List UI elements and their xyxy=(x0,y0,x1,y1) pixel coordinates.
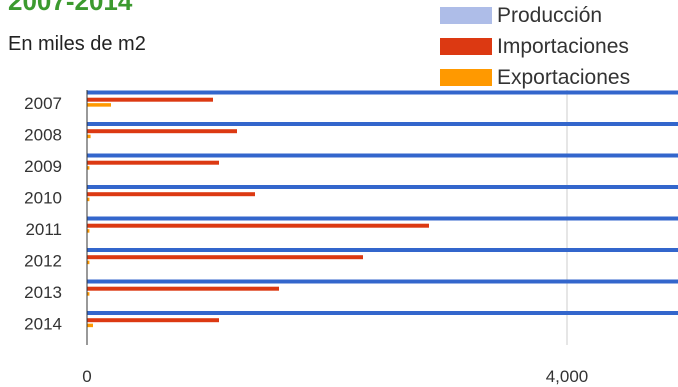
bar-2012-importaciones xyxy=(87,255,363,260)
legend-label-exportaciones: Exportaciones xyxy=(497,66,631,89)
bar-2011-producción xyxy=(87,216,678,221)
x-tick-label: 4,000 xyxy=(546,367,589,386)
legend-label-produccion: Producción xyxy=(497,4,603,27)
bar-2011-exportaciones xyxy=(87,229,90,233)
y-tick-label: 2007 xyxy=(24,94,62,113)
y-tick-label: 2013 xyxy=(24,283,62,302)
bar-2009-exportaciones xyxy=(87,166,90,170)
bar-2009-producción xyxy=(87,153,678,158)
bar-2008-exportaciones xyxy=(87,134,91,139)
bar-2008-producción xyxy=(87,122,678,126)
bar-2010-exportaciones xyxy=(87,197,90,202)
y-tick-label: 2008 xyxy=(24,126,62,145)
bar-2013-exportaciones xyxy=(87,292,90,296)
chart-title: 2007-2014 xyxy=(8,0,133,16)
y-tick-label: 2014 xyxy=(24,315,62,334)
bar-2007-exportaciones xyxy=(87,103,111,107)
bar-2014-importaciones xyxy=(87,318,219,323)
legend-swatch-exportaciones xyxy=(440,69,492,86)
bar-2012-producción xyxy=(87,248,678,252)
x-tick-label: 0 xyxy=(82,367,91,386)
bar-2011-importaciones xyxy=(87,223,429,228)
bar-2010-producción xyxy=(87,185,678,189)
y-tick-label: 2010 xyxy=(24,189,62,208)
bar-2007-producción xyxy=(87,90,678,95)
y-tick-label: 2009 xyxy=(24,157,62,176)
bar-2010-importaciones xyxy=(87,192,255,197)
bar-2012-exportaciones xyxy=(87,260,90,265)
bar-2014-producción xyxy=(87,311,678,315)
bar-2013-producción xyxy=(87,279,678,284)
legend-swatch-produccion xyxy=(440,7,492,24)
bar-2007-importaciones xyxy=(87,97,213,102)
chart-subtitle: En miles de m2 xyxy=(8,33,146,55)
bar-2008-importaciones xyxy=(87,129,237,134)
bar-2009-importaciones xyxy=(87,160,219,165)
bar-2013-importaciones xyxy=(87,286,279,291)
legend-label-importaciones: Importaciones xyxy=(497,35,629,58)
y-tick-label: 2011 xyxy=(25,220,62,239)
bar-2014-exportaciones xyxy=(87,323,93,328)
y-tick-label: 2012 xyxy=(24,252,62,271)
legend-swatch-importaciones xyxy=(440,38,492,55)
